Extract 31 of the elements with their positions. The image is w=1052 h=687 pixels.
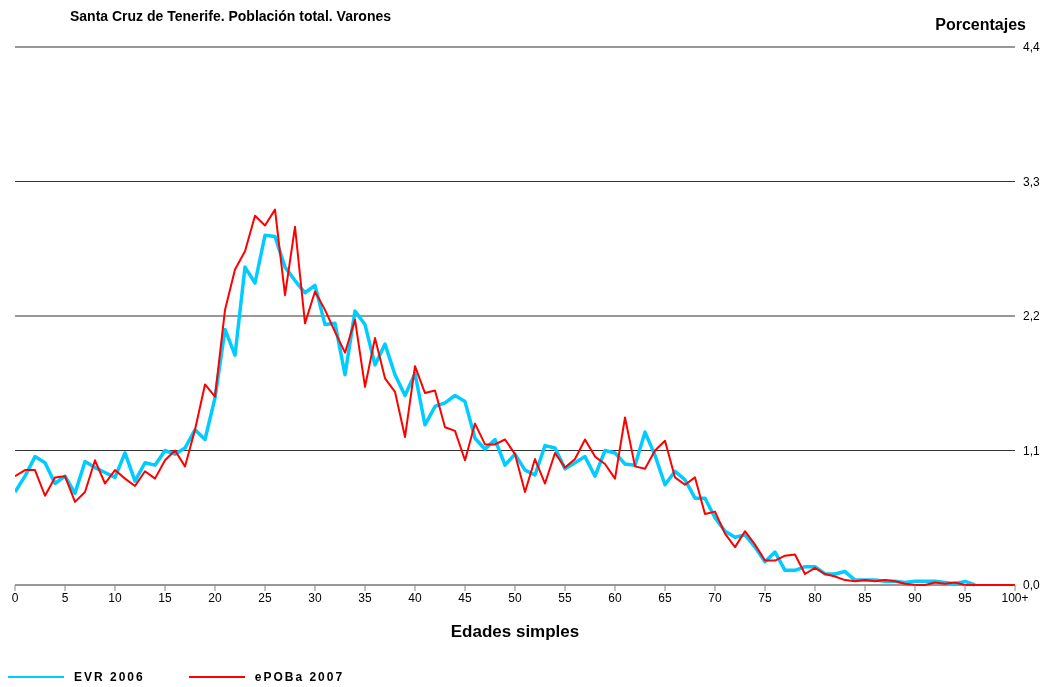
x-tick-label: 20 (208, 590, 222, 605)
x-tick-label: 90 (908, 590, 922, 605)
legend-label: ePOBa 2007 (254, 670, 345, 684)
x-tick-label: 60 (608, 590, 622, 605)
y-tick-label: 0,0 (1023, 578, 1041, 593)
x-tick-label: 80 (808, 590, 822, 605)
x-tick-label: 95 (958, 590, 972, 605)
chart-title: Santa Cruz de Tenerife. Población total. Varones (70, 8, 392, 24)
y-tick-label: 3,3 (1023, 174, 1041, 189)
x-tick-label: 0 (11, 590, 19, 605)
x-tick-label: 10 (108, 590, 122, 605)
y-axis-title: Porcentajes (935, 16, 1026, 34)
x-tick-label: 65 (658, 590, 672, 605)
y-tick-label: 1,1 (1023, 443, 1041, 458)
y-tick-label: 4,4 (1023, 40, 1041, 55)
x-tick-label: 55 (558, 590, 572, 605)
x-tick-label: 15 (158, 590, 172, 605)
x-tick-label: 85 (858, 590, 872, 605)
x-tick-label: 30 (308, 590, 322, 605)
x-tick-label: 45 (458, 590, 472, 605)
x-tick-label: 5 (61, 590, 69, 605)
x-tick-label: 75 (758, 590, 772, 605)
y-tick-label: 2,2 (1023, 309, 1041, 324)
x-tick-label: 100+ (1001, 590, 1029, 605)
x-tick-label: 70 (708, 590, 722, 605)
x-tick-label: 35 (358, 590, 372, 605)
x-axis-title: Edades simples (450, 622, 580, 641)
legend-label: EVR 2006 (74, 670, 145, 684)
x-tick-label: 50 (508, 590, 522, 605)
x-tick-label: 25 (258, 590, 272, 605)
x-tick-label: 40 (408, 590, 422, 605)
